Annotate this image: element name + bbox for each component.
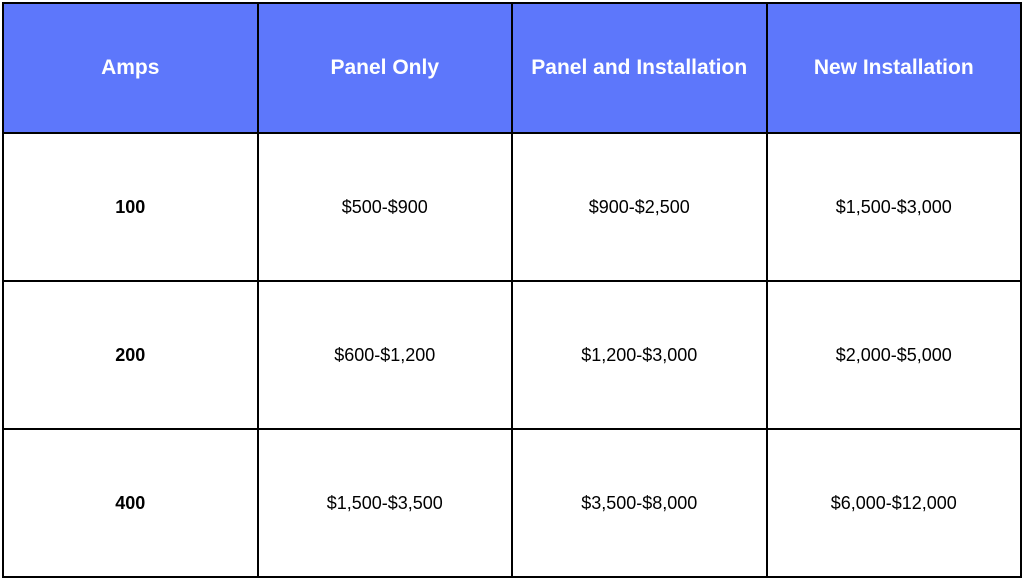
cell-amps: 400 xyxy=(3,429,258,577)
cell-amps: 200 xyxy=(3,281,258,429)
table-row: 200 $600-$1,200 $1,200-$3,000 $2,000-$5,… xyxy=(3,281,1021,429)
cell-panel-only: $1,500-$3,500 xyxy=(258,429,513,577)
table-row: 400 $1,500-$3,500 $3,500-$8,000 $6,000-$… xyxy=(3,429,1021,577)
cell-panel-only: $600-$1,200 xyxy=(258,281,513,429)
cell-panel-installation: $900-$2,500 xyxy=(512,133,767,281)
column-header-panel-installation: Panel and Installation xyxy=(512,3,767,133)
column-header-label: Panel and Installation xyxy=(523,14,756,122)
column-header-amps: Amps xyxy=(3,3,258,133)
column-header-label: Amps xyxy=(14,14,247,122)
cell-panel-installation: $1,200-$3,000 xyxy=(512,281,767,429)
column-header-panel-only: Panel Only xyxy=(258,3,513,133)
column-header-label: New Installation xyxy=(778,14,1011,122)
cell-panel-installation: $3,500-$8,000 xyxy=(512,429,767,577)
column-header-label: Panel Only xyxy=(269,14,502,122)
cell-new-installation: $2,000-$5,000 xyxy=(767,281,1022,429)
cell-new-installation: $6,000-$12,000 xyxy=(767,429,1022,577)
table-row: 100 $500-$900 $900-$2,500 $1,500-$3,000 xyxy=(3,133,1021,281)
column-header-new-installation: New Installation xyxy=(767,3,1022,133)
cell-panel-only: $500-$900 xyxy=(258,133,513,281)
cell-new-installation: $1,500-$3,000 xyxy=(767,133,1022,281)
pricing-table: Amps Panel Only Panel and Installation N… xyxy=(2,2,1022,578)
cell-amps: 100 xyxy=(3,133,258,281)
table-header-row: Amps Panel Only Panel and Installation N… xyxy=(3,3,1021,133)
